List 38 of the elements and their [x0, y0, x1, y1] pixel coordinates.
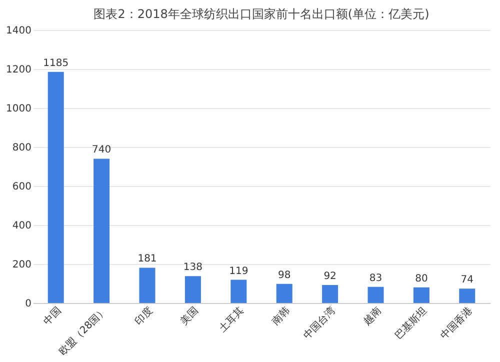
data-label: 1185: [43, 58, 69, 69]
y-tick-label: 0: [25, 298, 32, 310]
x-tick-label: 美国: [178, 304, 201, 328]
data-label: 74: [460, 274, 474, 286]
bar: [184, 276, 201, 303]
data-label: 119: [229, 266, 248, 277]
y-tick-label: 200: [12, 260, 32, 270]
bar: [48, 72, 64, 303]
bar: [368, 286, 384, 303]
y-tick-label: 600: [12, 182, 32, 192]
y-tick-label: 800: [12, 142, 32, 154]
data-label: 83: [369, 272, 382, 284]
y-tick-label: 1000: [6, 104, 32, 114]
x-tick-label: 印度: [132, 304, 156, 328]
y-tick-label: 1200: [6, 64, 32, 76]
x-tick-label: 中国台湾: [301, 304, 338, 342]
y-tick-label: 1400: [6, 26, 32, 36]
bar: [276, 284, 292, 303]
x-tick-label: 南韩: [270, 304, 292, 328]
chart-title: 图表2：2018年全球纺织出口国家前十名出口额(单位：亿美元): [94, 7, 430, 21]
data-label: 80: [415, 273, 428, 284]
data-label: 92: [324, 271, 336, 282]
bar: [459, 288, 476, 303]
data-label: 181: [138, 254, 157, 265]
x-tick-label: 中国香港: [438, 304, 475, 342]
data-label: 740: [92, 144, 112, 156]
bar: [94, 158, 110, 303]
x-tick-label: 越南: [360, 304, 384, 328]
bar: [139, 268, 156, 303]
bar: [230, 280, 247, 303]
y-tick-label: 400: [12, 220, 32, 232]
x-tick-label: 巴基斯坦: [392, 304, 430, 342]
x-tick-label: 土耳其: [216, 304, 246, 334]
x-tick-label: 中国: [41, 304, 64, 328]
bar: [322, 285, 338, 303]
bar: [413, 287, 430, 303]
data-label: 98: [278, 270, 291, 281]
data-label: 138: [183, 262, 202, 274]
